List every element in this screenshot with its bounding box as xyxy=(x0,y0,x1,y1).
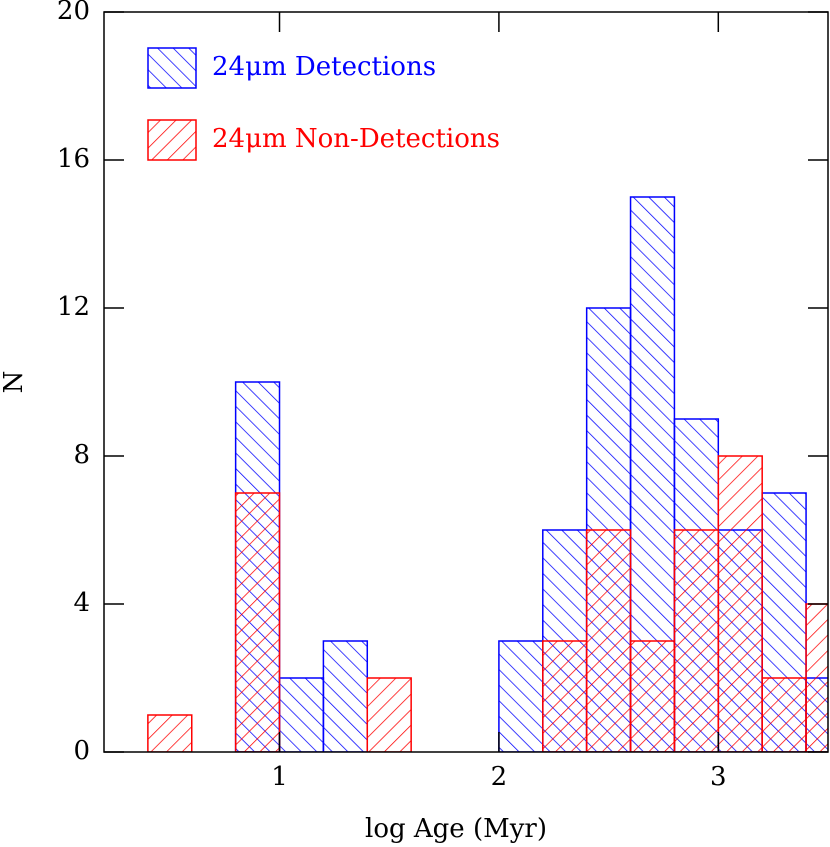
legend-swatch xyxy=(147,47,197,89)
y-tick-label: 4 xyxy=(73,588,90,618)
y-tick-label: 12 xyxy=(57,292,90,322)
histogram-bar xyxy=(673,529,720,752)
histogram-bar xyxy=(366,677,412,752)
histogram-bar xyxy=(761,677,807,752)
y-tick-label: 8 xyxy=(73,440,90,470)
y-tick-label: 0 xyxy=(73,736,90,766)
histogram-bar xyxy=(498,640,544,752)
histogram-bar xyxy=(805,603,828,752)
histogram-bar xyxy=(542,640,588,752)
histogram-bar xyxy=(629,640,676,752)
x-tick-label: 2 xyxy=(491,762,508,792)
y-tick-label: 16 xyxy=(57,144,90,174)
y-axis-label: N xyxy=(0,371,29,394)
histogram-bar xyxy=(717,455,763,752)
histogram-bar xyxy=(147,714,193,752)
x-tick-label: 3 xyxy=(710,762,727,792)
histogram-bar xyxy=(278,677,325,752)
y-tick-label: 20 xyxy=(57,0,90,26)
histogram-bar xyxy=(322,640,369,752)
legend-label: 24μm Detections xyxy=(212,52,436,82)
legend-swatch xyxy=(147,119,197,161)
plot-frame xyxy=(103,11,829,753)
plot-area xyxy=(147,196,828,752)
histogram-bar xyxy=(585,529,632,752)
x-axis-label: log Age (Myr) xyxy=(365,814,547,844)
x-tick-label: 1 xyxy=(271,762,288,792)
histogram-bar xyxy=(234,492,281,752)
legend-label: 24μm Non-Detections xyxy=(212,124,500,154)
